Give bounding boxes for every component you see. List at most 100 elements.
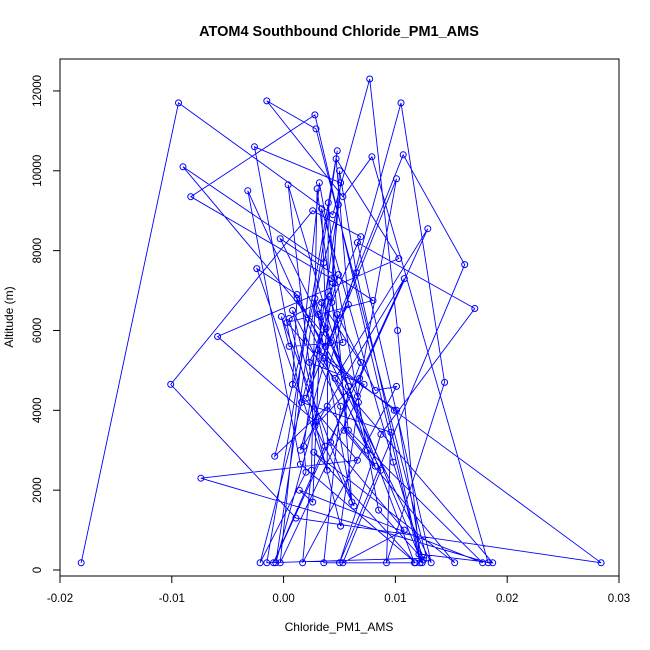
data-point: [356, 374, 364, 382]
data-point: [324, 199, 332, 207]
data-point: [353, 239, 361, 247]
data-point: [296, 460, 304, 468]
data-point: [320, 354, 328, 362]
x-axis-label: Chloride_PM1_AMS: [285, 620, 394, 634]
data-point: [263, 559, 271, 567]
data-point: [309, 207, 317, 215]
data-point: [331, 374, 339, 382]
y-tick-label: 4000: [32, 398, 44, 424]
data-point: [314, 311, 322, 318]
data-point: [363, 446, 371, 454]
data-point: [298, 398, 305, 406]
x-tick-label: -0.01: [159, 593, 185, 605]
data-point: [353, 392, 361, 400]
y-tick-label: 2000: [32, 477, 44, 503]
data-point: [387, 428, 395, 436]
data-point: [395, 255, 403, 263]
data-point: [311, 295, 319, 302]
plot-area: [77, 75, 605, 567]
data-point: [315, 179, 323, 187]
data-point: [318, 205, 326, 213]
data-point: [489, 559, 497, 567]
data-point: [289, 380, 296, 388]
data-point: [383, 559, 390, 567]
series-line: [80, 78, 602, 564]
data-point: [283, 319, 291, 326]
data-point: [419, 556, 427, 564]
data-point: [323, 402, 331, 410]
data-point: [333, 147, 341, 155]
data-point: [329, 279, 337, 287]
data-point: [337, 179, 345, 187]
data-point: [320, 559, 328, 567]
data-point: [293, 291, 301, 298]
data-point: [244, 187, 252, 195]
data-point: [377, 466, 385, 474]
data-point: [393, 382, 400, 390]
data-point: [318, 299, 326, 306]
y-tick-label: 8000: [32, 238, 44, 264]
data-point: [344, 301, 352, 308]
data-point: [390, 406, 398, 414]
data-point: [292, 514, 300, 522]
data-point: [289, 307, 296, 314]
y-axis-label: Altitude (m): [2, 286, 16, 347]
y-tick-label: 10000: [32, 155, 44, 187]
data-point: [348, 498, 356, 506]
x-tick-label: 0.02: [496, 593, 518, 605]
data-point: [441, 378, 449, 386]
data-point: [410, 559, 418, 567]
data-point: [479, 559, 487, 567]
data-point: [352, 269, 360, 277]
data-point: [314, 346, 322, 354]
data-point: [263, 97, 271, 105]
data-point: [277, 313, 285, 320]
data-point: [323, 466, 331, 474]
data-point: [312, 418, 320, 426]
data-point: [377, 430, 385, 438]
data-point: [299, 559, 307, 567]
data-point: [332, 155, 340, 163]
data-point: [322, 325, 330, 332]
data-point: [313, 185, 321, 193]
data-point: [400, 275, 408, 283]
data-point: [256, 559, 264, 567]
data-point: [321, 442, 329, 450]
data-point: [357, 233, 365, 241]
data-point: [336, 559, 343, 567]
data-point: [197, 474, 205, 482]
data-point: [327, 339, 335, 346]
data-point: [397, 99, 405, 107]
data-point: [389, 458, 397, 466]
data-point: [366, 75, 374, 83]
data-point: [251, 143, 258, 151]
data-point: [302, 468, 310, 476]
data-point: [271, 452, 279, 460]
x-axis: -0.02 -0.01 0.00 0.01 0.02 0.03: [47, 575, 630, 605]
data-point: [597, 559, 605, 567]
data-point: [334, 271, 342, 279]
data-point: [461, 261, 469, 269]
data-point: [328, 275, 336, 283]
data-point: [312, 125, 320, 133]
data-point: [302, 394, 310, 402]
data-point: [360, 380, 368, 388]
data-point: [340, 426, 348, 434]
y-tick-label: 6000: [32, 318, 44, 344]
data-point: [321, 342, 329, 350]
data-point: [175, 99, 182, 107]
data-point: [77, 559, 85, 567]
data-point: [371, 386, 379, 394]
data-point: [179, 163, 187, 171]
data-point: [369, 297, 377, 304]
data-point: [300, 442, 308, 450]
data-point: [310, 448, 318, 456]
data-point: [270, 559, 277, 567]
data-point: [285, 342, 293, 350]
x-tick-label: 0.00: [272, 593, 294, 605]
plot-frame: [59, 58, 620, 577]
data-point: [344, 382, 352, 390]
data-point: [329, 211, 337, 219]
data-point: [427, 559, 435, 567]
